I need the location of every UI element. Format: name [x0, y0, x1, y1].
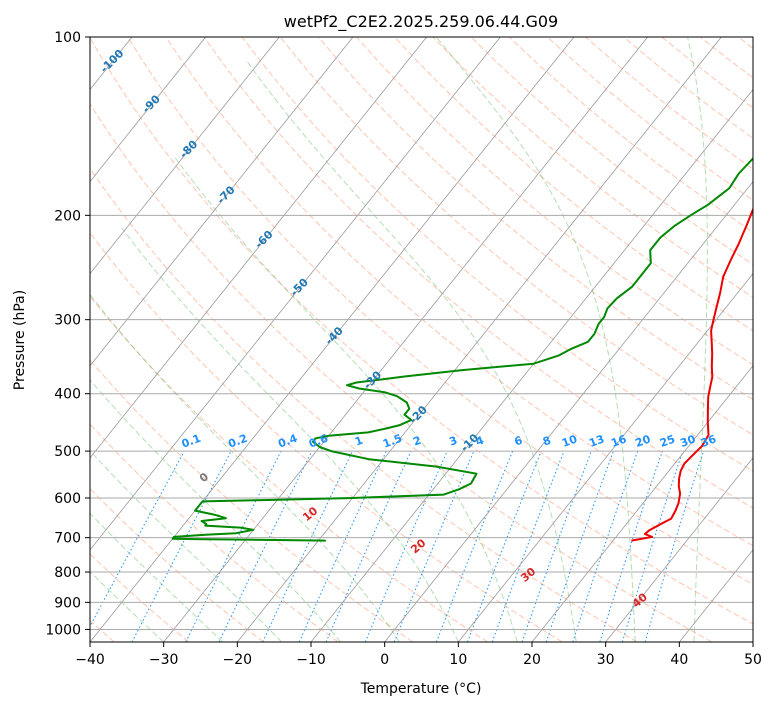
y-tick-label: 200 [54, 208, 81, 224]
mixing-ratio-line [325, 450, 412, 642]
isotherm-line [90, 37, 575, 642]
mixing-ratio-labels: 0.1 0.2 0.4 0.6 1 1.5 2 3 4 6 8 10 13 16 20 25 30 36 [180, 432, 718, 451]
isotherm-line [90, 37, 206, 183]
mixing-ratio-line [185, 450, 282, 642]
dry-adiabat-line [90, 167, 638, 642]
isotherm-line [605, 457, 753, 642]
moist-adiabat-line [90, 379, 341, 642]
mixing-ratio-line [521, 450, 592, 642]
mixing-ratio-line [545, 450, 614, 642]
mixing-ratio-label: 6 [513, 434, 525, 449]
mixing-ratio-label: 30 [678, 432, 697, 450]
mixing-ratio-line [491, 450, 565, 642]
dry-adiabat-line [90, 37, 753, 625]
isotherm-line [310, 88, 753, 642]
plot-frame [89, 36, 754, 643]
dry-adiabat-line [394, 37, 753, 332]
temperature-profile [631, 207, 753, 542]
isotherm-line [531, 365, 753, 642]
moist-adiabat-line [687, 37, 708, 642]
x-tick-label: 10 [449, 652, 467, 668]
mixing-ratio-line [435, 450, 514, 642]
mixing-ratio-line [572, 450, 639, 642]
mixing-ratio-label: 1 [353, 434, 365, 449]
mixing-ratio-label: 1.5 [381, 432, 404, 451]
dry-adiabat-line [90, 231, 563, 642]
mixing-ratio-label: 3 [447, 434, 459, 449]
x-tick-label: 30 [597, 652, 615, 668]
mixing-ratio-lines [90, 450, 705, 642]
x-tick-label: −40 [75, 652, 105, 668]
isotherm-line [90, 37, 354, 367]
y-tick-label: 900 [54, 595, 81, 611]
x-axis: −40 −30 −20 −10 0 10 20 30 40 50 [75, 642, 762, 668]
mixing-ratio-label: 16 [609, 432, 628, 450]
mixing-ratio-label: 0.2 [227, 432, 250, 451]
y-tick-label: 600 [54, 491, 81, 507]
mixing-ratio-label: 10 [560, 432, 579, 450]
x-tick-label: −20 [223, 652, 253, 668]
dry-adiabat-line [127, 37, 753, 586]
mixing-ratio-label: 0.6 [307, 432, 330, 451]
mixing-ratio-line [467, 450, 542, 642]
y-tick-label: 1000 [45, 622, 81, 638]
x-axis-label: Temperature (°C) [360, 681, 482, 697]
mixing-ratio-label: 2 [411, 434, 423, 449]
moist-adiabat-line [90, 512, 223, 642]
y-tick-label: 400 [54, 387, 81, 403]
mixing-ratio-label: 20 [633, 432, 652, 450]
x-tick-label: 50 [744, 652, 762, 668]
dry-adiabat-line [279, 37, 753, 436]
mixing-ratio-label: 0.1 [180, 432, 203, 451]
y-tick-label: 100 [54, 30, 81, 46]
y-axis: 100 200 300 400 500 600 700 800 900 1000 [45, 30, 90, 638]
dry-adiabat-line [318, 37, 753, 401]
x-tick-label: −30 [149, 652, 179, 668]
dry-adiabat-line [90, 487, 264, 642]
moist-adiabat-line [246, 61, 577, 642]
x-tick-label: 20 [523, 652, 541, 668]
plot-area: -100-90-80-70-60-50-40-30-20-10 0.1 0.2 0.… [90, 37, 753, 642]
mixing-ratio-label: 13 [587, 432, 606, 449]
mixing-ratio-label: 0.4 [276, 432, 299, 451]
isotherm-line [163, 37, 648, 642]
x-tick-label: 40 [670, 652, 688, 668]
moist-adiabat-line [121, 227, 459, 642]
mixing-ratio-label: 25 [658, 432, 677, 449]
isotherm-line [90, 37, 280, 275]
moist-adiabat-line [435, 37, 636, 642]
isotherm-line [90, 37, 501, 551]
y-axis-label: Pressure (hPa) [12, 290, 28, 390]
isotherm-line [458, 273, 753, 642]
dry-adiabat-line [90, 295, 488, 642]
isotherm-line [384, 180, 753, 642]
moist-adiabat-line [90, 570, 165, 642]
pressure-gridlines [90, 37, 753, 630]
y-tick-label: 500 [54, 444, 81, 460]
mixing-ratio-label: 4 [474, 434, 486, 449]
dry-adiabat-line [203, 37, 753, 509]
mixing-ratio-label: 8 [541, 434, 553, 449]
moist-adiabat-line [90, 293, 400, 642]
x-tick-label: −10 [296, 652, 326, 668]
mixing-ratio-line [90, 450, 185, 628]
mixing-ratio-label: 36 [699, 432, 718, 450]
profile-series [171, 157, 753, 542]
y-tick-label: 300 [54, 313, 81, 329]
mixing-ratio-line [599, 450, 663, 642]
y-tick-label: 700 [54, 531, 81, 547]
mixing-ratio-line [621, 450, 684, 642]
skewed-isotherms [90, 37, 753, 642]
y-tick-label: 800 [54, 565, 81, 581]
x-tick-label: 0 [380, 652, 389, 668]
chart-title: wetPf2_C2E2.2025.259.06.44.G09 [284, 12, 558, 32]
dry-adiabat-line [90, 553, 190, 642]
dewpoint-profile [171, 157, 753, 542]
isotherm-line [90, 37, 427, 459]
